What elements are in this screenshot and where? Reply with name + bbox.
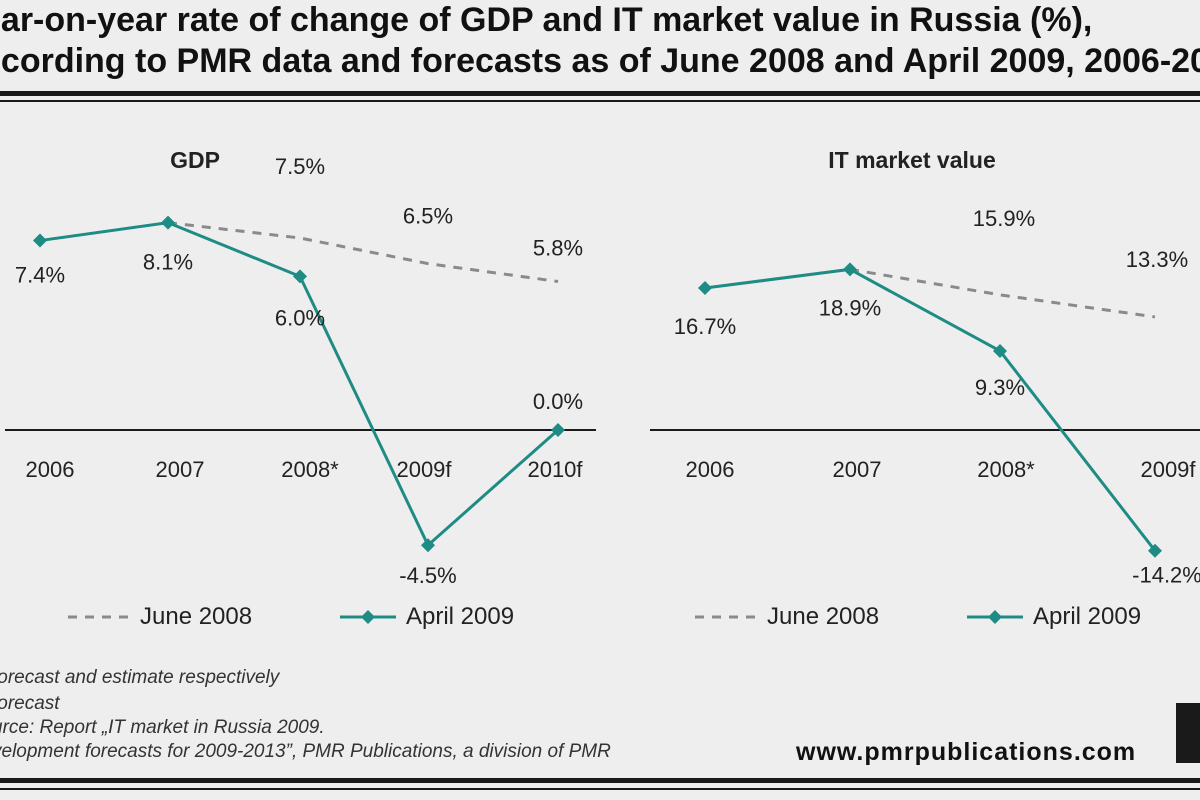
header-rule-thin: [0, 100, 1200, 102]
gdp-april-2009-data-label: -4.5%: [399, 563, 456, 588]
it-market-april-2009-marker: [698, 281, 712, 296]
it-market-legend-april-2009-marker: [988, 610, 1002, 624]
it-market-category-label: 2008*: [977, 457, 1035, 482]
it-market-legend-april-2009-label: April 2009: [1033, 603, 1141, 630]
it-market-legend-june-2008-label: June 2008: [767, 603, 879, 630]
gdp-category-label: 2007: [156, 457, 205, 482]
gdp-april-2009-marker: [293, 269, 307, 284]
footer-rule: [0, 778, 1200, 783]
chart-title: ear-on-year rate of change of GDP and IT…: [0, 0, 1200, 82]
gdp-april-2009-marker: [551, 423, 565, 437]
header-rule: [0, 91, 1200, 96]
gdp-category-label: 2010f: [527, 457, 583, 482]
it-market-april-2009-data-label: -14.2%: [1132, 563, 1200, 588]
gdp-april-2009-data-label: 7.4%: [15, 263, 65, 288]
gdp-april-2009-data-label: 8.1%: [143, 250, 193, 275]
gdp-legend-april-2009-marker: [361, 610, 375, 624]
it-market-series-april-2009: [704, 267, 1157, 552]
it-market-category-label: 2007: [833, 457, 882, 482]
website-url[interactable]: www.pmrpublications.com: [796, 738, 1137, 766]
footnote-source-1: urce: Report „IT market in Russia 2009.: [0, 717, 325, 738]
gdp-june-2008-data-label: 5.8%: [533, 236, 583, 261]
gdp-category-label: 2006: [26, 457, 75, 482]
footer-rule-thin: [0, 788, 1200, 790]
footnote-1: forecast and estimate respectively: [0, 667, 280, 688]
gdp-april-2009-marker: [161, 215, 175, 230]
gdp-april-2009-marker: [33, 233, 47, 248]
it-market-april-2009-marker: [1148, 543, 1162, 558]
gdp-april-2009-data-label: 6.0%: [275, 305, 325, 330]
gdp-april-2009-data-label: 0.0%: [533, 389, 583, 414]
gdp-category-label: 2008*: [281, 457, 339, 482]
it-market-june-2008-data-label: 15.9%: [973, 206, 1035, 231]
chart-title-line-2: ccording to PMR data and forecasts as of…: [0, 42, 1200, 80]
it-market-april-2009-marker: [993, 343, 1007, 358]
gdp-april-2009-marker: [421, 538, 435, 553]
gdp-legend-june-2008-label: June 2008: [140, 603, 252, 630]
it-market-april-2009-data-label: 9.3%: [975, 375, 1025, 400]
it-market-category-label: 2009f: [1140, 457, 1196, 482]
it-market-june-2008-data-label: 13.3%: [1126, 247, 1188, 272]
gdp-category-label: 2009f: [396, 457, 452, 482]
chart-title-line-1: ear-on-year rate of change of GDP and IT…: [0, 1, 1093, 39]
gdp-june-2008-data-label: 7.5%: [275, 154, 325, 179]
footnote-2: forecast: [0, 693, 60, 714]
corner-logo-block: [1176, 703, 1200, 763]
it-market-april-2009-data-label: 16.7%: [674, 314, 736, 339]
gdp-june-2008-data-label: 6.5%: [403, 204, 453, 229]
it-market-category-label: 2006: [686, 457, 735, 482]
it-market-title: IT market value: [828, 147, 995, 173]
footnote-source-2: velopment forecasts for 2009-2013”, PMR …: [0, 741, 611, 762]
gdp-series-june-2008: [167, 221, 559, 284]
it-market-april-2009-marker: [843, 262, 857, 277]
it-market-april-2009-data-label: 18.9%: [819, 295, 881, 320]
gdp-legend-april-2009-label: April 2009: [406, 603, 514, 630]
it-market-series-june-2008: [849, 267, 1156, 319]
gdp-title: GDP: [170, 147, 220, 173]
